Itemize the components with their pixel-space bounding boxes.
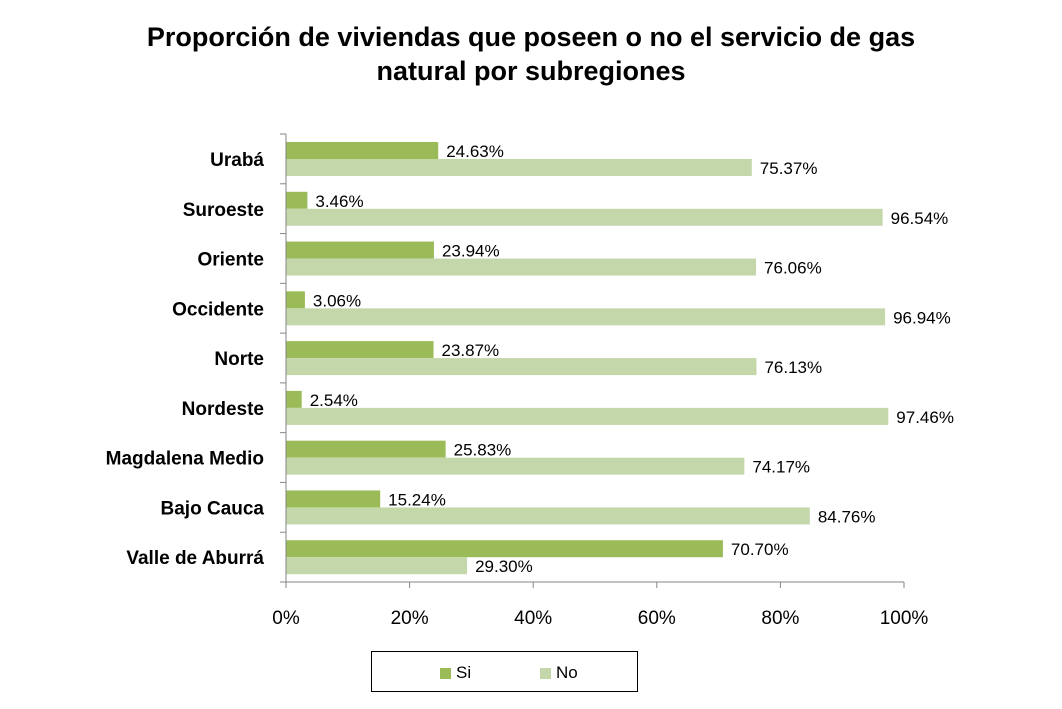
category-label-valle-de-aburra: Valle de Aburrá [126,548,264,569]
bar-uraba-no [286,159,752,176]
category-label-oriente: Oriente [197,250,264,271]
x-tick-label-40: 40% [514,608,552,629]
bar-occidente-no [286,308,886,326]
bar-bajo-cauca-no [286,507,810,525]
data-label-bajo-cauca-si: 15.24% [388,490,446,509]
data-label-occidente-si: 3.06% [313,291,361,310]
x-tick-label-80: 80% [761,608,799,629]
data-label-magdalena-medio-si: 25.83% [454,441,512,460]
bar-oriente-si [286,241,434,259]
category-label-uraba: Urabá [210,150,264,171]
category-label-nordeste: Nordeste [182,399,264,420]
bar-suroeste-si [286,191,308,209]
legend-item-si: Si [440,663,471,683]
bar-valle-de-aburra-si [286,540,723,558]
data-label-oriente-si: 23.94% [442,242,500,261]
bar-norte-si [286,341,434,359]
data-label-occidente-no: 96.94% [893,308,951,327]
bar-valle-de-aburra-no [286,557,468,575]
category-label-magdalena-medio: Magdalena Medio [106,449,264,470]
chart-title-line-2: natural por subregiones [376,56,686,86]
category-label-occidente: Occidente [172,299,264,320]
axes-layer [280,133,905,588]
data-label-suroeste-no: 96.54% [891,209,949,228]
data-label-magdalena-medio-no: 74.17% [752,458,810,477]
bar-oriente-no [286,258,757,276]
bar-nordeste-no [286,407,889,425]
category-label-suroeste: Suroeste [183,200,264,221]
data-label-oriente-no: 76.06% [764,259,822,278]
legend-swatch-si [440,667,451,679]
bar-bajo-cauca-si [286,490,381,508]
legend-swatch-no [540,667,551,679]
x-tick-label-100: 100% [880,608,929,629]
labels-layer: 24.63% 75.37% Urabá 3.46% 96.54% Suroeste 23.9… [106,142,954,629]
bar-magdalena-medio-no [286,457,745,475]
legend-item-no: No [540,663,578,683]
category-label-norte: Norte [214,349,264,370]
chart-title: Proporción de viviendas que poseen o no … [0,20,1062,88]
data-label-valle-de-aburra-no: 29.30% [475,557,533,576]
legend: Si No [371,651,638,692]
x-tick-label-60: 60% [638,608,676,629]
bar-nordeste-si [286,390,302,408]
bar-magdalena-medio-si [286,440,446,458]
data-label-nordeste-no: 97.46% [896,408,954,427]
data-label-valle-de-aburra-si: 70.70% [731,540,789,559]
data-label-suroeste-si: 3.46% [315,192,363,211]
legend-label-si: Si [456,663,472,682]
bar-norte-no [286,358,757,376]
bar-uraba-si [286,142,439,159]
legend-label-no: No [556,663,578,682]
chart-title-line-1: Proporción de viviendas que poseen o no … [146,22,916,52]
bars-layer [286,142,889,575]
x-tick-label-0: 0% [272,608,300,629]
data-label-uraba-si: 24.63% [446,142,504,161]
x-tick-label-20: 20% [391,608,429,629]
data-label-norte-si: 23.87% [442,341,500,360]
data-label-uraba-no: 75.37% [760,159,818,178]
data-label-bajo-cauca-no: 84.76% [818,507,876,526]
category-label-bajo-cauca: Bajo Cauca [161,498,265,519]
data-label-norte-no: 76.13% [764,358,822,377]
data-label-nordeste-si: 2.54% [310,391,358,410]
bar-suroeste-no [286,208,883,226]
bar-occidente-si [286,291,305,309]
